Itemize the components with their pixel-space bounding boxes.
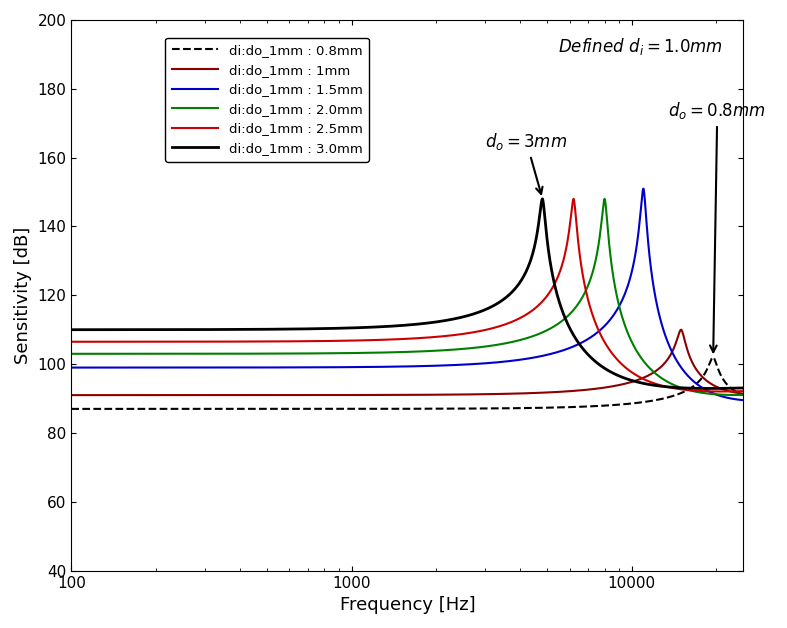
di:do_1mm : 2.5mm: (6.15e+03, 147): 2.5mm: (6.15e+03, 147) (568, 198, 578, 205)
di:do_1mm : 1.5mm: (9.36e+03, 120): 1.5mm: (9.36e+03, 120) (619, 293, 629, 300)
di:do_1mm : 1mm: (100, 91): 1mm: (100, 91) (67, 391, 76, 399)
di:do_1mm : 3.0mm: (100, 110): 3.0mm: (100, 110) (67, 326, 76, 333)
di:do_1mm : 1mm: (825, 91): 1mm: (825, 91) (323, 391, 333, 399)
di:do_1mm : 0.8mm: (2.74e+03, 87.1): 0.8mm: (2.74e+03, 87.1) (470, 405, 479, 413)
di:do_1mm : 1.5mm: (825, 99.1): 1.5mm: (825, 99.1) (323, 364, 333, 371)
di:do_1mm : 2.5mm: (6.2e+03, 148): 2.5mm: (6.2e+03, 148) (569, 195, 578, 203)
di:do_1mm : 2.0mm: (2.74e+03, 105): 2.0mm: (2.74e+03, 105) (470, 344, 479, 352)
di:do_1mm : 3.0mm: (6.16e+03, 109): 3.0mm: (6.16e+03, 109) (568, 330, 578, 338)
di:do_1mm : 0.8mm: (1.95e+04, 102): 0.8mm: (1.95e+04, 102) (708, 354, 718, 361)
di:do_1mm : 0.8mm: (2.5e+04, 91.1): 0.8mm: (2.5e+04, 91.1) (739, 391, 748, 399)
di:do_1mm : 1mm: (3.63e+03, 91.4): 1mm: (3.63e+03, 91.4) (504, 390, 513, 398)
Line: di:do_1mm : 2.5mm: di:do_1mm : 2.5mm (72, 199, 744, 391)
di:do_1mm : 2.5mm: (2.74e+03, 109): 2.5mm: (2.74e+03, 109) (470, 328, 479, 336)
di:do_1mm : 2.0mm: (3.63e+03, 106): 2.0mm: (3.63e+03, 106) (504, 339, 513, 347)
di:do_1mm : 0.8mm: (273, 87): 0.8mm: (273, 87) (189, 405, 198, 413)
Line: di:do_1mm : 1mm: di:do_1mm : 1mm (72, 330, 744, 395)
di:do_1mm : 1.5mm: (273, 99): 1.5mm: (273, 99) (189, 364, 198, 371)
di:do_1mm : 1mm: (273, 91): 1mm: (273, 91) (189, 391, 198, 399)
Legend: di:do_1mm : 0.8mm, di:do_1mm : 1mm, di:do_1mm : 1.5mm, di:do_1mm : 2.0mm, di:do_: di:do_1mm : 0.8mm, di:do_1mm : 1mm, di:d… (165, 38, 369, 161)
Text: $\mathit{d_o}$$\mathit{=0.8mm}$: $\mathit{d_o}$$\mathit{=0.8mm}$ (668, 100, 767, 352)
di:do_1mm : 2.0mm: (100, 103): 2.0mm: (100, 103) (67, 350, 76, 357)
di:do_1mm : 3.0mm: (2.74e+03, 115): 3.0mm: (2.74e+03, 115) (470, 310, 479, 317)
Line: di:do_1mm : 2.0mm: di:do_1mm : 2.0mm (72, 199, 744, 395)
di:do_1mm : 1mm: (2.74e+03, 91.2): 1mm: (2.74e+03, 91.2) (470, 391, 479, 398)
di:do_1mm : 1mm: (2.5e+04, 91.4): 1mm: (2.5e+04, 91.4) (739, 390, 748, 398)
Text: $\mathit{Defined}$ $\mathit{d_i}$$\mathit{=1.0mm}$: $\mathit{Defined}$ $\mathit{d_i}$$\mathi… (558, 36, 723, 57)
di:do_1mm : 2.5mm: (9.38e+03, 99.4): 2.5mm: (9.38e+03, 99.4) (619, 362, 629, 370)
di:do_1mm : 2.0mm: (2.5e+04, 91): 2.0mm: (2.5e+04, 91) (739, 391, 748, 399)
di:do_1mm : 2.5mm: (825, 107): 2.5mm: (825, 107) (323, 337, 333, 345)
di:do_1mm : 2.5mm: (2.5e+04, 92.2): 2.5mm: (2.5e+04, 92.2) (739, 387, 748, 395)
di:do_1mm : 3.0mm: (273, 110): 3.0mm: (273, 110) (189, 326, 198, 333)
Line: di:do_1mm : 1.5mm: di:do_1mm : 1.5mm (72, 188, 744, 400)
di:do_1mm : 2.0mm: (825, 103): 2.0mm: (825, 103) (323, 350, 333, 357)
di:do_1mm : 0.8mm: (825, 87): 0.8mm: (825, 87) (323, 405, 333, 413)
di:do_1mm : 3.0mm: (4.8e+03, 148): 3.0mm: (4.8e+03, 148) (538, 195, 547, 203)
di:do_1mm : 0.8mm: (100, 87): 0.8mm: (100, 87) (67, 405, 76, 413)
di:do_1mm : 2.5mm: (273, 107): 2.5mm: (273, 107) (189, 338, 198, 345)
di:do_1mm : 2.0mm: (9.38e+03, 112): 2.0mm: (9.38e+03, 112) (619, 319, 629, 327)
di:do_1mm : 1mm: (1.5e+04, 110): 1mm: (1.5e+04, 110) (677, 326, 686, 333)
di:do_1mm : 3.0mm: (2.5e+04, 93.1): 3.0mm: (2.5e+04, 93.1) (739, 384, 748, 392)
di:do_1mm : 1.5mm: (3.63e+03, 101): 1.5mm: (3.63e+03, 101) (504, 357, 513, 365)
di:do_1mm : 1.5mm: (2.74e+03, 100): 1.5mm: (2.74e+03, 100) (470, 360, 479, 368)
di:do_1mm : 1.5mm: (6.15e+03, 105): 1.5mm: (6.15e+03, 105) (568, 343, 578, 350)
di:do_1mm : 3.0mm: (825, 110): 3.0mm: (825, 110) (323, 325, 333, 332)
di:do_1mm : 2.5mm: (3.63e+03, 112): 2.5mm: (3.63e+03, 112) (504, 320, 513, 327)
di:do_1mm : 2.0mm: (273, 103): 2.0mm: (273, 103) (189, 350, 198, 357)
Line: di:do_1mm : 0.8mm: di:do_1mm : 0.8mm (72, 357, 744, 409)
Line: di:do_1mm : 3.0mm: di:do_1mm : 3.0mm (72, 199, 744, 389)
di:do_1mm : 3.0mm: (9.38e+03, 96): 3.0mm: (9.38e+03, 96) (619, 374, 629, 382)
Text: $\mathit{d_o}$$\mathit{=3mm}$: $\mathit{d_o}$$\mathit{=3mm}$ (486, 131, 567, 194)
Y-axis label: Sensitivity [dB]: Sensitivity [dB] (14, 227, 32, 364)
di:do_1mm : 1.5mm: (2.5e+04, 89.5): 1.5mm: (2.5e+04, 89.5) (739, 396, 748, 404)
di:do_1mm : 1mm: (6.15e+03, 92.2): 1mm: (6.15e+03, 92.2) (568, 387, 578, 395)
di:do_1mm : 1.5mm: (100, 99): 1.5mm: (100, 99) (67, 364, 76, 371)
di:do_1mm : 2.0mm: (2.38e+04, 91): 2.0mm: (2.38e+04, 91) (733, 391, 742, 399)
di:do_1mm : 2.5mm: (2.09e+04, 92.1): 2.5mm: (2.09e+04, 92.1) (717, 387, 726, 395)
di:do_1mm : 2.5mm: (100, 107): 2.5mm: (100, 107) (67, 338, 76, 345)
di:do_1mm : 0.8mm: (3.63e+03, 87.2): 0.8mm: (3.63e+03, 87.2) (504, 404, 513, 412)
di:do_1mm : 3.0mm: (1.89e+04, 92.9): 3.0mm: (1.89e+04, 92.9) (705, 385, 715, 392)
di:do_1mm : 1mm: (9.36e+03, 94.2): 1mm: (9.36e+03, 94.2) (619, 380, 629, 387)
di:do_1mm : 1.5mm: (1.1e+04, 151): 1.5mm: (1.1e+04, 151) (639, 185, 648, 192)
di:do_1mm : 3.0mm: (3.63e+03, 120): 3.0mm: (3.63e+03, 120) (504, 291, 513, 299)
di:do_1mm : 0.8mm: (9.36e+03, 88.4): 0.8mm: (9.36e+03, 88.4) (619, 401, 629, 408)
di:do_1mm : 2.0mm: (8e+03, 148): 2.0mm: (8e+03, 148) (600, 195, 609, 203)
di:do_1mm : 0.8mm: (6.15e+03, 87.5): 0.8mm: (6.15e+03, 87.5) (568, 403, 578, 411)
di:do_1mm : 2.0mm: (6.15e+03, 115): 2.0mm: (6.15e+03, 115) (568, 307, 578, 315)
X-axis label: Frequency [Hz]: Frequency [Hz] (339, 596, 475, 614)
